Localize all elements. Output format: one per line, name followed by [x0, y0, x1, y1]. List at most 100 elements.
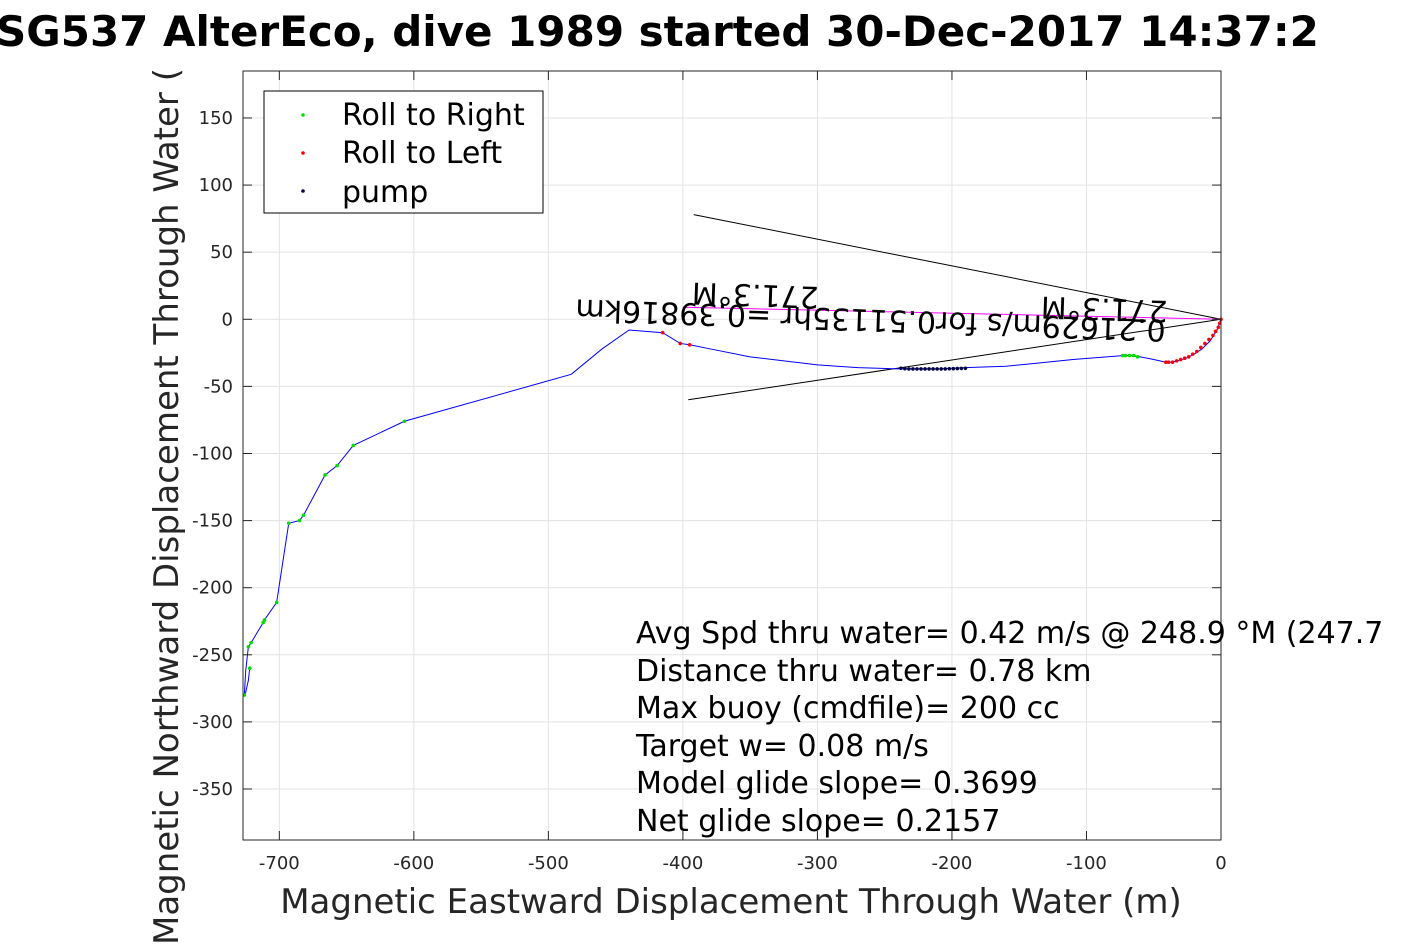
- pump-point: [907, 367, 911, 371]
- roll-right-point: [301, 513, 306, 518]
- y-axis-title: Magnetic Northward Displacement Through …: [147, 68, 187, 945]
- roll-right-point: [262, 618, 267, 622]
- x-tick-label: 0: [1215, 853, 1226, 874]
- roll-left-point: [687, 342, 692, 347]
- pump-point: [959, 366, 964, 371]
- annotation-distance: Distance thru water= 0.78 km: [636, 654, 1091, 689]
- roll-left-point: [1207, 337, 1211, 342]
- roll-left-point: [1186, 355, 1191, 359]
- roll-right-point: [1120, 353, 1125, 358]
- roll-right-point: [1123, 353, 1128, 358]
- roll-right-point: [1131, 353, 1136, 358]
- pump-point: [923, 367, 927, 371]
- annotation-model-glide: Model glide slope= 0.3699: [636, 766, 1038, 801]
- x-tick-label: -400: [662, 853, 703, 874]
- x-tick-label: -500: [528, 853, 569, 874]
- roll-left-point: [1216, 325, 1221, 330]
- x-axis-title: Magnetic Eastward Displacement Through W…: [280, 882, 1182, 922]
- x-tick-label: -700: [259, 853, 300, 874]
- legend-marker-pump: [301, 189, 305, 193]
- roll-right-point: [335, 463, 339, 468]
- roll-right-point: [1135, 355, 1140, 359]
- y-tick-label: -350: [192, 779, 233, 800]
- axis-ticks: -700 -600 -500 -400 -300 -200 -100 0 150 100 50 0 -5…: [192, 71, 1227, 874]
- pump-point: [899, 366, 903, 371]
- roll-left-point: [1213, 329, 1218, 334]
- pump-point: [915, 367, 919, 371]
- legend-label-roll-left: Roll to Left: [342, 136, 502, 171]
- current-vector-line: [682, 306, 1222, 320]
- x-tick-label: -600: [393, 853, 434, 874]
- current-heading-label-right: 271.3°M: [1040, 289, 1168, 328]
- x-tick-label: -100: [1066, 853, 1107, 874]
- legend-marker-roll-left: [301, 151, 305, 155]
- roll-left-point: [1182, 356, 1187, 361]
- roll-left-point: [660, 330, 665, 335]
- pump-point: [935, 367, 939, 371]
- y-tick-label: 100: [199, 175, 233, 196]
- y-tick-label: 150: [199, 108, 233, 129]
- stats-annotation: Avg Spd thru water= 0.42 m/s @ 248.9 °M …: [635, 616, 1383, 839]
- annotation-avg-speed: Avg Spd thru water= 0.42 m/s @ 248.9 °M …: [636, 616, 1383, 651]
- roll-left-point: [1203, 341, 1207, 346]
- y-tick-label: -150: [192, 511, 233, 532]
- y-tick-label: -50: [204, 376, 233, 397]
- plot-frame: [242, 70, 1222, 841]
- legend: Roll to Right Roll to Left pump: [263, 90, 544, 214]
- roll-right-point: [297, 518, 302, 523]
- roll-right-point: [351, 443, 356, 448]
- pump-point: [951, 366, 956, 371]
- roll-right-point: [402, 419, 407, 424]
- roll-right-point: [1127, 353, 1132, 358]
- annotation-max-buoy: Max buoy (cmdfile)= 200 cc: [636, 691, 1060, 726]
- y-tick-label: 50: [210, 242, 233, 263]
- roll-right-point: [246, 644, 251, 649]
- pump-point: [939, 367, 943, 371]
- pump-point: [931, 367, 935, 371]
- pump-point: [947, 367, 952, 371]
- roll-right-point: [274, 600, 279, 605]
- roll-left-point: [1194, 349, 1199, 354]
- roll-left-point: [1170, 360, 1175, 365]
- x-tick-label: -300: [797, 853, 838, 874]
- legend-marker-roll-right: [301, 113, 305, 117]
- roll-left-point: [1190, 352, 1195, 356]
- annotation-target-w: Target w= 0.08 m/s: [635, 729, 929, 764]
- pump-point: [943, 367, 948, 371]
- cone-line: [688, 318, 1222, 401]
- pump-point: [963, 366, 968, 371]
- roll-right-point: [247, 666, 252, 671]
- cone-line: [693, 214, 1222, 320]
- roll-left-point: [1174, 359, 1179, 363]
- pump-point: [919, 367, 923, 371]
- current-heading-label-left: 271.3°M: [691, 275, 819, 314]
- pump-point: [955, 366, 960, 371]
- y-tick-label: -300: [192, 712, 233, 733]
- y-tick-label: -200: [192, 578, 233, 599]
- roll-left-point: [1199, 345, 1203, 350]
- heading-cone-lines: [688, 214, 1222, 401]
- roll-left-point: [1166, 360, 1171, 365]
- current-line-series: [682, 306, 1222, 320]
- pump-point: [927, 367, 931, 371]
- y-tick-label: -250: [192, 645, 233, 666]
- roll-left-point: [1178, 357, 1183, 362]
- pump-point: [903, 366, 907, 371]
- pump-point: [911, 367, 915, 371]
- roll-right-point: [286, 521, 291, 526]
- roll-left-point: [678, 341, 683, 346]
- legend-label-pump: pump: [342, 175, 428, 210]
- chart-title: SG537 AlterEco, dive 1989 started 30-Dec…: [0, 7, 1319, 56]
- roll-right-point: [261, 620, 265, 625]
- legend-box: [263, 90, 544, 214]
- roll-left-point: [1164, 360, 1168, 365]
- annotation-net-glide: Net glide slope= 0.2157: [636, 804, 1000, 839]
- y-tick-label: -100: [192, 443, 233, 464]
- roll-right-point: [323, 473, 327, 477]
- roll-left-point: [1211, 333, 1215, 338]
- legend-label-roll-right: Roll to Right: [342, 98, 525, 133]
- roll-right-point: [249, 640, 253, 645]
- y-tick-label: 0: [222, 309, 233, 330]
